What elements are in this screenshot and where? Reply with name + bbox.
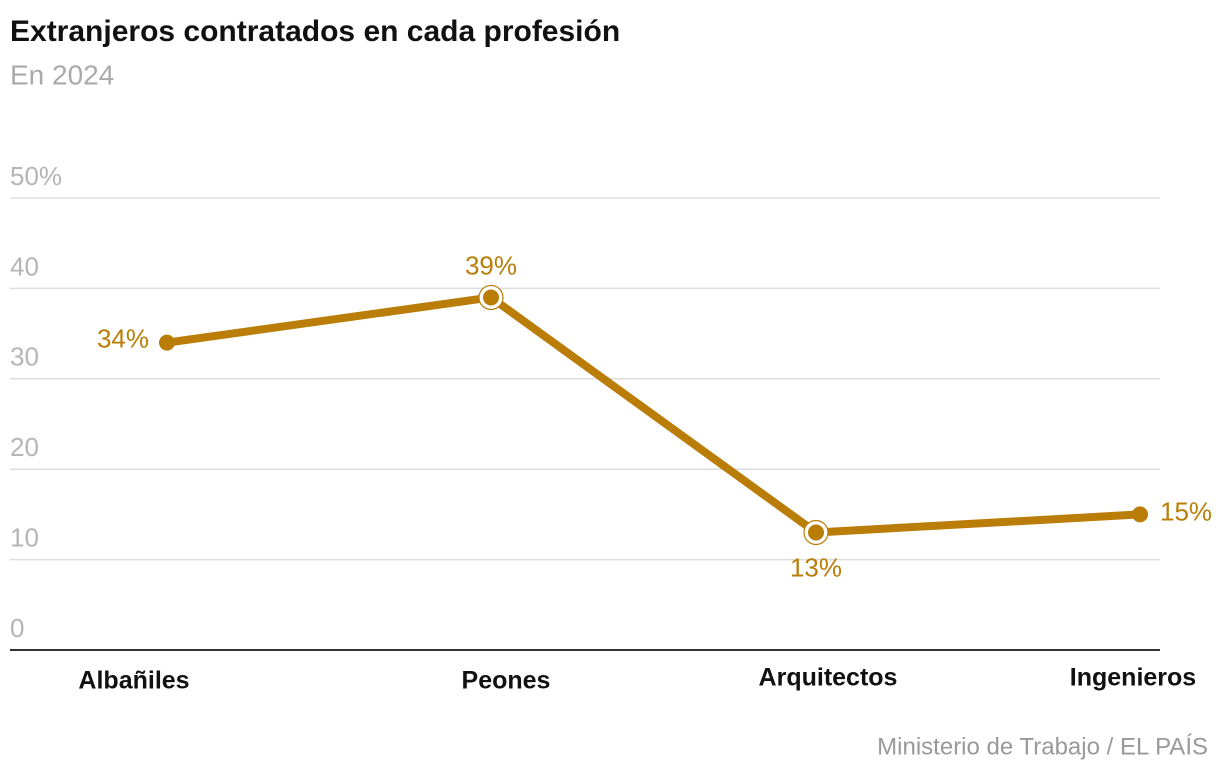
- point: [159, 334, 175, 351]
- y-tick-label: 40: [10, 251, 39, 281]
- chart-subtitle: En 2024: [10, 59, 114, 90]
- y-tick-label: 10: [10, 522, 39, 552]
- y-tick-label: 50%: [10, 161, 62, 191]
- point: [1132, 506, 1148, 523]
- y-tick-label: 20: [10, 432, 39, 462]
- x-tick-label: Peones: [462, 667, 551, 695]
- x-tick-label: Albañiles: [78, 667, 189, 695]
- value-label: 39%: [465, 250, 517, 280]
- point: [483, 289, 499, 306]
- point: [808, 524, 824, 541]
- line: [166, 293, 1141, 537]
- x-tick-label: Arquitectos: [759, 664, 898, 692]
- y-tick-label: 30: [10, 342, 39, 372]
- y-tick-label: 0: [10, 613, 24, 643]
- source: Ministerio de Trabajo / EL PAÍS: [877, 733, 1208, 760]
- value-label: 13%: [790, 552, 842, 582]
- chart-title: Extranjeros contratados en cada profesió…: [10, 15, 620, 48]
- value-label: 34%: [97, 324, 149, 354]
- value-label: 15%: [1160, 496, 1212, 526]
- x-tick-label: Ingenieros: [1070, 664, 1196, 692]
